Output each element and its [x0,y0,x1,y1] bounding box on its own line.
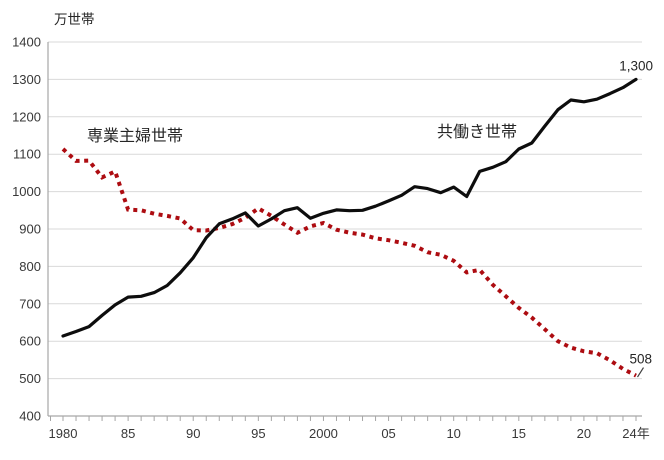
y-axis-label: 800 [19,259,41,274]
y-axis-label: 700 [19,296,41,311]
x-axis-label: 15 [512,426,526,441]
y-axis-label: 900 [19,222,41,237]
end-label-tomobataraki: 1,300 [619,58,653,73]
series-line-sengyo-shufu [61,147,637,378]
x-axis-label: 85 [121,426,135,441]
y-axis-label: 1000 [12,184,41,199]
x-axis-label: 90 [186,426,200,441]
x-axis-label: 24年 [622,426,649,441]
series-label-tomobataraki: 共働き世帯 [437,123,517,141]
x-axis-ticks [50,416,637,421]
x-axis-label: 2000 [309,426,338,441]
gridlines [48,41,642,380]
x-axis-label: 20 [577,426,591,441]
end-value-labels: 508 1,300 [619,58,653,378]
series-lines [61,77,638,378]
series-line-tomobataraki [61,77,638,338]
x-axis-label: 05 [381,426,395,441]
y-axis-label: 1100 [13,147,41,162]
y-axis-title: 万世帯 [54,12,95,27]
end-label-leader-line [636,367,645,378]
series-label-sengyo-shufu: 専業主婦世帯 [87,127,183,145]
y-axis-label: 1400 [12,35,41,50]
y-axis-label: 1300 [12,72,41,87]
y-axis-label: 500 [19,371,41,386]
y-axis-label: 600 [19,334,41,349]
x-axis-label: 10 [446,426,460,441]
y-axis-label: 1200 [12,109,41,124]
y-axis-labels: 400 500 600 700 800 900 1000 1100 1200 1300 1400 [12,35,41,424]
end-label-sengyo: 508 [629,352,652,367]
x-axis-label: 1980 [49,426,78,441]
x-axis-labels: 1980 85 90 95 2000 05 10 15 20 24年 [49,426,650,441]
x-axis-label: 95 [251,426,265,441]
y-axis-label: 400 [19,409,41,424]
